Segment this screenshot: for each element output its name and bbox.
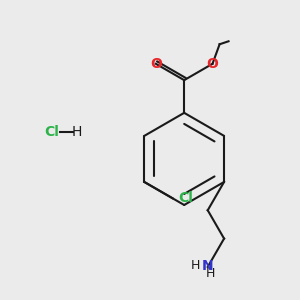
Text: N: N xyxy=(202,259,214,273)
Text: Cl: Cl xyxy=(44,125,59,139)
Text: H: H xyxy=(72,125,83,139)
Text: O: O xyxy=(150,57,162,71)
Text: H: H xyxy=(191,259,200,272)
Text: O: O xyxy=(207,57,218,71)
Text: H: H xyxy=(206,267,215,280)
Text: Cl: Cl xyxy=(178,191,193,205)
